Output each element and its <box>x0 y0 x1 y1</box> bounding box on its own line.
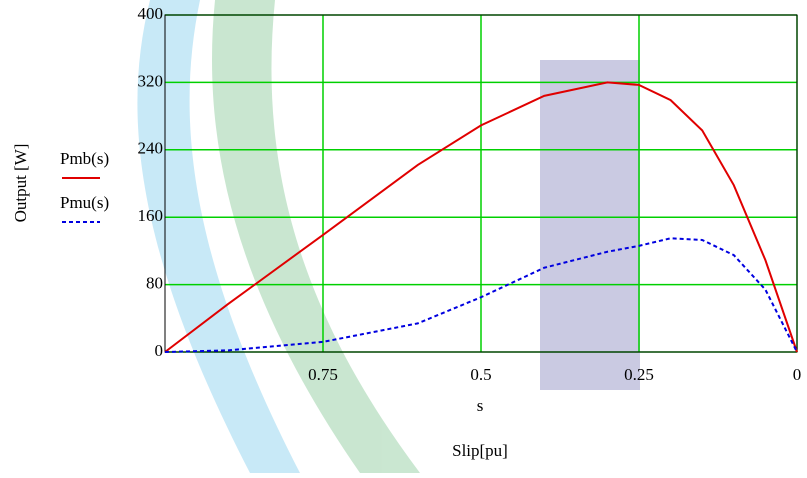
x-tick-label: 0 <box>793 365 802 384</box>
legend-label: Pmu(s) <box>60 193 109 212</box>
x-axis-title: Slip[pu] <box>452 441 508 460</box>
y-tick-label: 320 <box>138 71 164 90</box>
x-axis-label: s <box>477 396 484 415</box>
y-axis-label: Output [W] <box>11 144 30 223</box>
y-tick-label: 80 <box>146 274 163 293</box>
page: {"chart_data": {"type": "line", "x_label… <box>0 0 807 478</box>
y-tick-label: 400 <box>138 4 164 23</box>
y-tick-label: 160 <box>138 206 164 225</box>
y-tick-label: 0 <box>155 341 164 360</box>
watermark <box>137 0 640 473</box>
x-tick-label: 0.25 <box>624 365 654 384</box>
y-tick-label: 240 <box>138 139 164 158</box>
legend-label: Pmb(s) <box>60 149 109 168</box>
x-tick-label: 0.5 <box>470 365 491 384</box>
chart: s Slip[pu] Output [W] 0 80 160 240 320 400 0.7… <box>0 0 807 473</box>
x-tick-label: 0.75 <box>308 365 338 384</box>
